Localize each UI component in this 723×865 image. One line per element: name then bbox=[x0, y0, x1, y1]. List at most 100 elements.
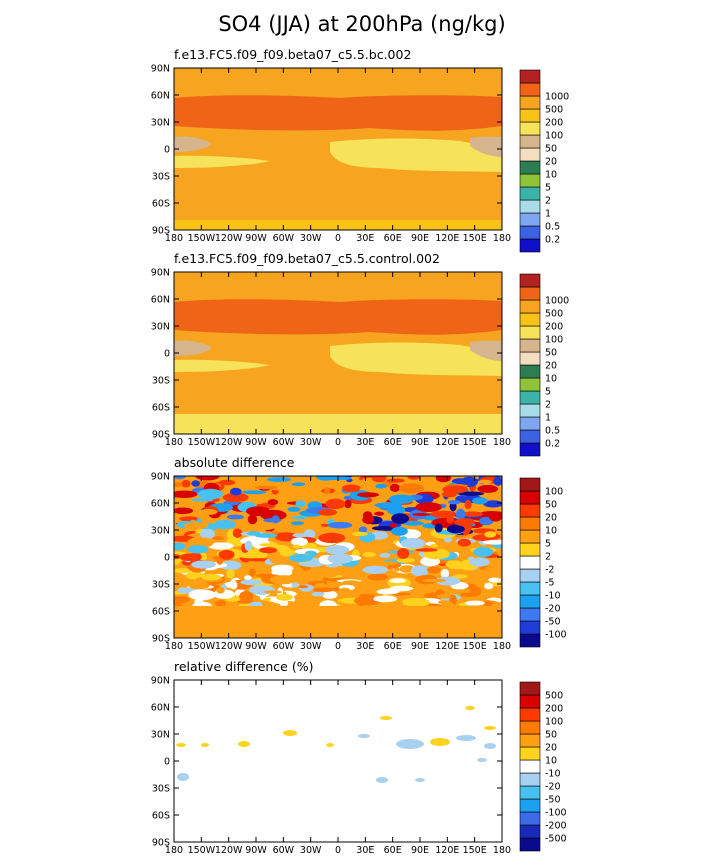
colorbar-label: 500 bbox=[545, 691, 563, 702]
colorbar-label: -10 bbox=[545, 769, 561, 780]
difference-cell bbox=[445, 560, 463, 568]
difference-cell bbox=[436, 594, 451, 599]
difference-cell bbox=[464, 500, 472, 510]
colorbar-swatch bbox=[519, 785, 541, 800]
difference-cell bbox=[218, 549, 235, 560]
difference-cell bbox=[188, 589, 216, 601]
difference-cell bbox=[435, 476, 451, 483]
difference-cell bbox=[224, 476, 239, 480]
difference-cell bbox=[215, 600, 226, 608]
rel-patches bbox=[176, 706, 496, 783]
difference-cell bbox=[191, 480, 200, 487]
difference-cell bbox=[195, 476, 220, 481]
difference-cell bbox=[226, 514, 244, 520]
difference-cell bbox=[482, 539, 502, 545]
colorbar-label: 20 bbox=[545, 157, 557, 168]
colorbar-swatch bbox=[519, 325, 541, 340]
lon-tick-label: 30E bbox=[356, 641, 374, 652]
difference-cell bbox=[200, 528, 215, 540]
band-tan-east-pacific bbox=[174, 340, 212, 356]
difference-cell bbox=[375, 542, 397, 550]
colorbar-label: 20 bbox=[545, 513, 557, 524]
colorbar-swatch bbox=[519, 364, 541, 379]
lat-tick-label: 60N bbox=[151, 499, 170, 510]
difference-cell bbox=[238, 476, 256, 482]
difference-cell bbox=[212, 536, 224, 540]
lon-tick-label: 30W bbox=[300, 437, 322, 448]
colorbar-swatch bbox=[519, 212, 541, 227]
panel-bc: f.e13.FC5.f09_f09.beta07_c5.5.bc.002 90N… bbox=[151, 47, 569, 253]
difference-cell bbox=[358, 526, 368, 533]
difference-cell bbox=[174, 490, 198, 498]
colorbar-swatch bbox=[519, 416, 541, 431]
lon-tick-label: 120W bbox=[215, 233, 243, 244]
difference-cell bbox=[362, 551, 376, 558]
lat-tick-label: 60N bbox=[151, 91, 170, 102]
lon-tick-label: 90W bbox=[245, 641, 267, 652]
colorbar-label: 1 bbox=[545, 413, 551, 424]
colorbar-label: 50 bbox=[545, 348, 557, 359]
difference-cell bbox=[197, 488, 223, 500]
lon-tick-label: 0 bbox=[335, 437, 341, 448]
colorbar-label: 200 bbox=[545, 704, 563, 715]
colorbar-label: -100 bbox=[545, 630, 567, 641]
lat-tick-label: 90N bbox=[151, 472, 170, 483]
lon-tick-label: 120W bbox=[215, 845, 243, 856]
lon-tick-label: 0 bbox=[335, 845, 341, 856]
difference-cell bbox=[188, 583, 210, 590]
colorbar-swatch bbox=[519, 503, 541, 518]
difference-cell bbox=[254, 485, 278, 490]
difference-cell bbox=[446, 524, 465, 534]
colorbar-swatch bbox=[519, 681, 541, 696]
lat-tick-label: 60N bbox=[151, 703, 170, 714]
colorbar-label: 10 bbox=[545, 526, 557, 537]
lon-axis-relative-difference: 180 150W 120W 90W 60W 30W 0 30E 60E 90E 120E 150E 18… bbox=[165, 680, 511, 856]
difference-cell bbox=[362, 515, 375, 525]
difference-cell bbox=[325, 563, 340, 568]
difference-cell bbox=[184, 523, 194, 531]
difference-cell bbox=[249, 521, 277, 531]
lon-axis-control: 180 150W 120W 90W 60W 30W 0 30E 60E 90E 120E 150E 18… bbox=[165, 272, 511, 448]
colorbar-swatch bbox=[519, 108, 541, 123]
colorbar-swatch bbox=[519, 390, 541, 405]
colorbar-swatch bbox=[519, 147, 541, 162]
lat-tick-label: 30S bbox=[152, 580, 170, 591]
difference-cell bbox=[312, 587, 334, 593]
difference-cell bbox=[216, 586, 225, 594]
lon-tick-label: 90W bbox=[245, 437, 267, 448]
lon-tick-label: 150W bbox=[188, 233, 216, 244]
difference-cell bbox=[276, 593, 293, 601]
colorbar-label: 0.5 bbox=[545, 426, 560, 437]
difference-cell bbox=[356, 492, 380, 498]
lon-tick-label: 150W bbox=[188, 845, 216, 856]
difference-cell bbox=[465, 600, 485, 606]
difference-cell bbox=[374, 511, 385, 516]
difference-cell bbox=[351, 531, 368, 537]
difference-cell bbox=[399, 565, 415, 573]
difference-cell bbox=[240, 579, 262, 586]
lat-tick-label: 90S bbox=[152, 838, 170, 849]
colorbar-label: 1000 bbox=[545, 296, 569, 307]
difference-cell bbox=[469, 586, 482, 597]
difference-cell bbox=[433, 541, 457, 549]
difference-cell bbox=[430, 510, 458, 518]
colorbar-label: -200 bbox=[545, 821, 567, 832]
colorbar-swatch bbox=[519, 733, 541, 748]
lon-tick-label: 60W bbox=[273, 437, 295, 448]
colorbar-swatch bbox=[519, 312, 541, 327]
difference-cell bbox=[191, 560, 217, 569]
lat-tick-label: 30N bbox=[151, 526, 170, 537]
lon-tick-label: 120W bbox=[215, 641, 243, 652]
difference-cell bbox=[302, 522, 316, 528]
difference-cell bbox=[344, 499, 352, 509]
difference-cell bbox=[446, 515, 454, 524]
lon-tick-label: 0 bbox=[335, 641, 341, 652]
difference-cell bbox=[405, 590, 429, 598]
colorbar-label: 200 bbox=[545, 118, 563, 129]
difference-cell bbox=[472, 497, 488, 505]
lon-tick-label: 90W bbox=[245, 233, 267, 244]
difference-cell bbox=[183, 588, 193, 593]
difference-cell bbox=[484, 531, 497, 538]
colorbar-label: 5 bbox=[545, 387, 551, 398]
difference-cell bbox=[222, 492, 249, 503]
